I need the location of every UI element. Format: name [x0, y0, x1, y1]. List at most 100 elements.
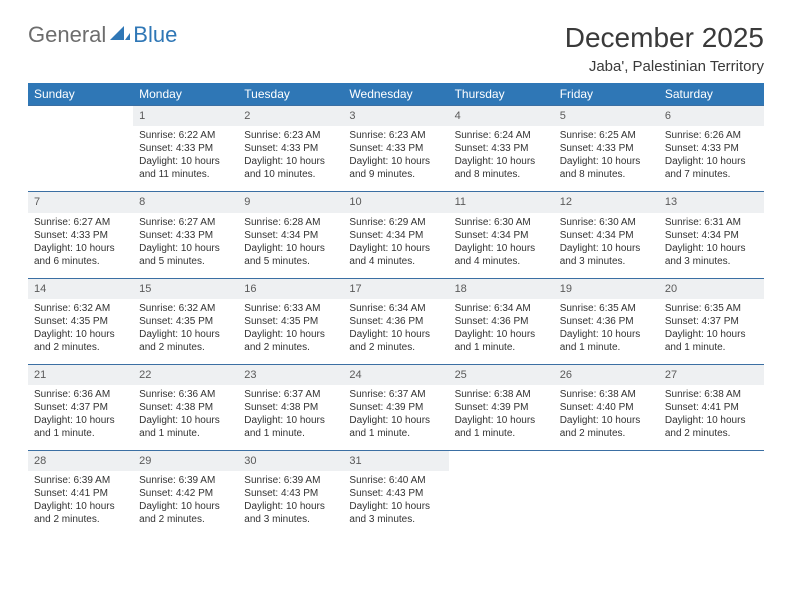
day-cell: Sunrise: 6:23 AMSunset: 4:33 PMDaylight:… — [238, 126, 343, 192]
title-block: December 2025 Jaba', Palestinian Territo… — [565, 22, 764, 75]
day-cell-line: Daylight: 10 hours — [34, 500, 127, 513]
day-cell-line: Sunset: 4:37 PM — [34, 401, 127, 414]
day-cell-line: Sunrise: 6:24 AM — [455, 129, 548, 142]
day-cell-line: Daylight: 10 hours — [349, 414, 442, 427]
day-number: 21 — [28, 364, 133, 385]
day-cell: Sunrise: 6:38 AMSunset: 4:40 PMDaylight:… — [554, 385, 659, 451]
day-cell-line: Sunrise: 6:27 AM — [139, 216, 232, 229]
day-cell-line: Sunset: 4:36 PM — [455, 315, 548, 328]
day-number: 29 — [133, 451, 238, 472]
day-cell-line: and 7 minutes. — [665, 168, 758, 181]
day-cell: Sunrise: 6:35 AMSunset: 4:37 PMDaylight:… — [659, 299, 764, 365]
day-cell: Sunrise: 6:33 AMSunset: 4:35 PMDaylight:… — [238, 299, 343, 365]
day-number: 23 — [238, 364, 343, 385]
day-cell-line: Sunrise: 6:36 AM — [139, 388, 232, 401]
day-cell: Sunrise: 6:24 AMSunset: 4:33 PMDaylight:… — [449, 126, 554, 192]
day-cell-line: Daylight: 10 hours — [455, 242, 548, 255]
day-cell-line: and 1 minute. — [139, 427, 232, 440]
day-cell-line: Sunrise: 6:27 AM — [34, 216, 127, 229]
content-row: Sunrise: 6:22 AM Sunset: 4:33 PM Daylight:… — [28, 126, 764, 192]
day-cell-line: Sunset: 4:33 PM — [34, 229, 127, 242]
day-cell-line: and 2 minutes. — [349, 341, 442, 354]
day-cell-line: Sunset: 4:39 PM — [455, 401, 548, 414]
day-number: 12 — [554, 192, 659, 213]
day-cell: Sunrise: 6:35 AMSunset: 4:36 PMDaylight:… — [554, 299, 659, 365]
day-number: 1 — [133, 106, 238, 127]
logo-word-2: Blue — [133, 22, 177, 48]
day-cell-line: Sunrise: 6:32 AM — [139, 302, 232, 315]
day-number: 11 — [449, 192, 554, 213]
day-cell-line: Daylight: 10 hours — [665, 155, 758, 168]
day-cell-line: Sunrise: 6:23 AM — [349, 129, 442, 142]
day-number: 4 — [449, 106, 554, 127]
day-cell-line: Sunset: 4:35 PM — [34, 315, 127, 328]
day-number: 20 — [659, 278, 764, 299]
day-cell-line: Sunrise: 6:38 AM — [560, 388, 653, 401]
day-cell: Sunrise: 6:37 AMSunset: 4:38 PMDaylight:… — [238, 385, 343, 451]
day-cell-line: Sunrise: 6:38 AM — [665, 388, 758, 401]
daynum-row: 78910111213 — [28, 192, 764, 213]
day-cell-line: Sunset: 4:42 PM — [139, 487, 232, 500]
day-cell-line: Sunrise: 6:34 AM — [455, 302, 548, 315]
day-number — [28, 106, 133, 127]
day-number: 9 — [238, 192, 343, 213]
day-cell: Sunrise: 6:34 AMSunset: 4:36 PMDaylight:… — [449, 299, 554, 365]
day-number: 25 — [449, 364, 554, 385]
day-cell-line: Sunset: 4:34 PM — [665, 229, 758, 242]
day-cell: Sunrise: 6:38 AMSunset: 4:39 PMDaylight:… — [449, 385, 554, 451]
day-header: Sunday — [28, 83, 133, 106]
day-header: Monday — [133, 83, 238, 106]
day-cell-line: Daylight: 10 hours — [455, 414, 548, 427]
daynum-row: 14151617181920 — [28, 278, 764, 299]
day-number: 5 — [554, 106, 659, 127]
day-number: 28 — [28, 451, 133, 472]
calendar-table: Sunday Monday Tuesday Wednesday Thursday… — [28, 83, 764, 536]
day-cell-line: Sunrise: 6:28 AM — [244, 216, 337, 229]
day-cell-line: Sunset: 4:36 PM — [349, 315, 442, 328]
month-title: December 2025 — [565, 22, 764, 54]
content-row: Sunrise: 6:32 AM Sunset: 4:35 PM Daylight:… — [28, 299, 764, 365]
logo-word-1: General — [28, 22, 106, 48]
day-cell-line: Sunrise: 6:33 AM — [244, 302, 337, 315]
day-number: 24 — [343, 364, 448, 385]
day-cell-line: Daylight: 10 hours — [244, 328, 337, 341]
day-number: 17 — [343, 278, 448, 299]
day-cell-line: Sunrise: 6:31 AM — [665, 216, 758, 229]
day-cell: Sunrise: 6:36 AMSunset: 4:37 PMDaylight:… — [28, 385, 133, 451]
content-row: Sunrise: 6:39 AMSunset: 4:41 PMDaylight:… — [28, 471, 764, 536]
day-cell-line: Daylight: 10 hours — [244, 155, 337, 168]
day-cell-line: Sunrise: 6:22 AM — [139, 129, 232, 142]
day-cell-line: and 1 minute. — [349, 427, 442, 440]
day-header: Saturday — [659, 83, 764, 106]
day-cell: Sunrise: 6:39 AMSunset: 4:42 PMDaylight:… — [133, 471, 238, 536]
day-cell-line: Sunset: 4:34 PM — [560, 229, 653, 242]
day-number: 19 — [554, 278, 659, 299]
day-cell-line: Sunset: 4:39 PM — [349, 401, 442, 414]
day-cell-line: Sunrise: 6:38 AM — [455, 388, 548, 401]
day-cell-line: Sunset: 4:33 PM — [349, 142, 442, 155]
day-cell-line: Sunrise: 6:30 AM — [455, 216, 548, 229]
day-cell-line: Sunset: 4:41 PM — [665, 401, 758, 414]
day-cell-line: Daylight: 10 hours — [139, 414, 232, 427]
day-number: 30 — [238, 451, 343, 472]
day-cell-line: and 3 minutes. — [560, 255, 653, 268]
location-label: Jaba', Palestinian Territory — [565, 58, 764, 75]
day-cell-line: and 5 minutes. — [139, 255, 232, 268]
day-cell: Sunrise: 6:39 AMSunset: 4:43 PMDaylight:… — [238, 471, 343, 536]
day-cell-line: and 11 minutes. — [139, 168, 232, 181]
day-cell-line: Daylight: 10 hours — [665, 242, 758, 255]
day-cell-line: and 5 minutes. — [244, 255, 337, 268]
day-cell-line: and 2 minutes. — [665, 427, 758, 440]
day-cell-line: Sunrise: 6:37 AM — [349, 388, 442, 401]
day-cell-line: and 8 minutes. — [560, 168, 653, 181]
day-cell-line: Sunset: 4:33 PM — [560, 142, 653, 155]
day-number: 7 — [28, 192, 133, 213]
day-cell: Sunrise: 6:22 AMSunset: 4:33 PMDaylight:… — [133, 126, 238, 192]
day-cell: Sunrise: 6:40 AMSunset: 4:43 PMDaylight:… — [343, 471, 448, 536]
day-header: Tuesday — [238, 83, 343, 106]
day-number: 31 — [343, 451, 448, 472]
day-cell-line: Sunrise: 6:34 AM — [349, 302, 442, 315]
day-cell: Sunrise: 6:37 AMSunset: 4:39 PMDaylight:… — [343, 385, 448, 451]
day-cell: Sunrise: 6:23 AMSunset: 4:33 PMDaylight:… — [343, 126, 448, 192]
day-cell-line: and 2 minutes. — [34, 513, 127, 526]
